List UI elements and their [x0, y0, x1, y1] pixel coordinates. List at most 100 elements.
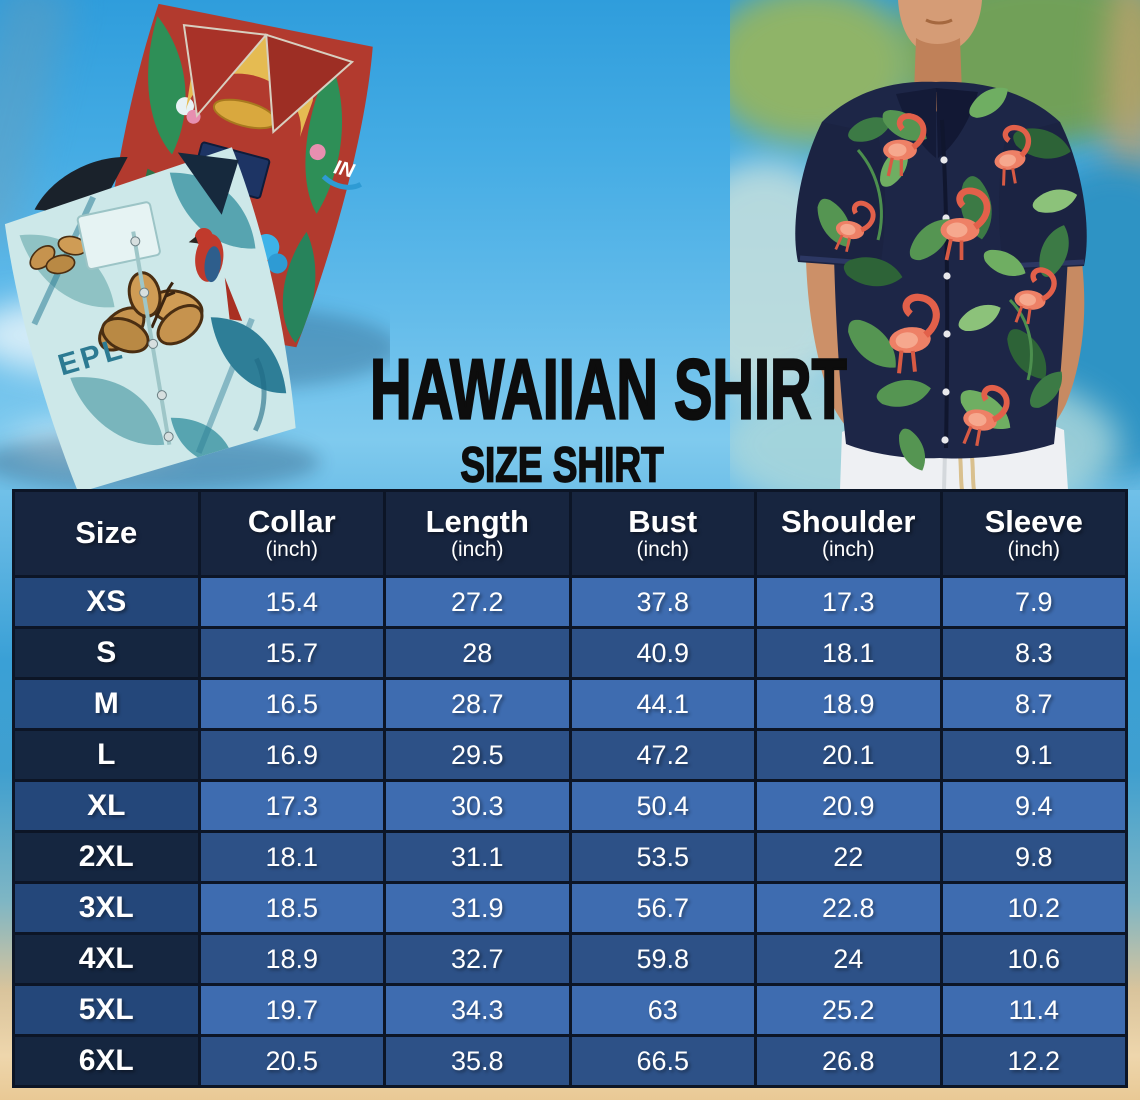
cell-shoulder: 24: [754, 932, 943, 986]
cell-sleeve: 9.1: [939, 728, 1128, 782]
size-label: S: [12, 626, 201, 680]
red-shirt-collar-right: [265, 33, 355, 135]
cell-collar: 15.4: [197, 575, 386, 629]
teal-shirt-pocket: [76, 201, 161, 271]
size-label: L: [12, 728, 201, 782]
teal-shirt-collar: [177, 152, 239, 215]
cell-length: 27.2: [383, 575, 572, 629]
hero-photo-area: M IN: [0, 0, 1140, 494]
cell-sleeve: 11.4: [939, 983, 1128, 1037]
cell-sleeve: 9.4: [939, 779, 1128, 833]
column-header-length: Length (inch): [383, 489, 572, 578]
size-row-L: L 16.9 29.5 47.2 20.1 9.1: [12, 728, 1128, 782]
parrot-print: [188, 227, 243, 321]
cell-sleeve: 8.3: [939, 626, 1128, 680]
cell-length: 31.1: [383, 830, 572, 884]
size-row-2XL: 2XL 18.1 31.1 53.5 22 9.8: [12, 830, 1128, 884]
cell-sleeve: 12.2: [939, 1034, 1128, 1088]
cell-bust: 40.9: [568, 626, 757, 680]
cell-shoulder: 18.1: [754, 626, 943, 680]
column-unit: (inch): [265, 538, 318, 562]
cell-shoulder: 26.8: [754, 1034, 943, 1088]
teal-hawaiian-shirt: EPL: [4, 147, 296, 490]
column-label: Length: [425, 503, 529, 539]
cell-collar: 18.9: [197, 932, 386, 986]
cell-length: 29.5: [383, 728, 572, 782]
size-row-6XL: 6XL 20.5 35.8 66.5 26.8 12.2: [12, 1034, 1128, 1088]
cell-bust: 53.5: [568, 830, 757, 884]
size-label: 6XL: [12, 1034, 201, 1088]
cell-collar: 19.7: [197, 983, 386, 1037]
column-label: Bust: [628, 503, 698, 539]
red-shirt-brand-swoosh: [321, 174, 362, 190]
size-row-4XL: 4XL 18.9 32.7 59.8 24 10.6: [12, 932, 1128, 986]
size-label: 3XL: [12, 881, 201, 935]
column-header-bust: Bust (inch): [568, 489, 757, 578]
cell-collar: 17.3: [197, 779, 386, 833]
teal-shirt-placket: [131, 231, 172, 446]
cell-shoulder: 22.8: [754, 881, 943, 935]
column-header-shoulder: Shoulder (inch): [754, 489, 943, 578]
cell-length: 31.9: [383, 881, 572, 935]
cell-collar: 15.7: [197, 626, 386, 680]
leaf-print: [810, 79, 1080, 476]
cell-length: 32.7: [383, 932, 572, 986]
cell-collar: 16.9: [197, 728, 386, 782]
flamingo-shirt: [795, 79, 1087, 476]
cell-bust: 63: [568, 983, 757, 1037]
neck: [914, 38, 962, 94]
model-photo: [730, 0, 1140, 490]
cell-bust: 50.4: [568, 779, 757, 833]
size-row-S: S 15.7 28 40.9 18.1 8.3: [12, 626, 1128, 680]
cell-shoulder: 25.2: [754, 983, 943, 1037]
column-header-size: Size: [12, 489, 201, 578]
cell-shoulder: 20.9: [754, 779, 943, 833]
man-figure: [795, 0, 1087, 490]
column-unit: (inch): [450, 538, 504, 562]
cell-sleeve: 7.9: [939, 575, 1128, 629]
column-label: Sleeve: [984, 503, 1083, 539]
column-label: Shoulder: [781, 503, 916, 539]
cell-bust: 37.8: [568, 575, 757, 629]
size-label: 2XL: [12, 830, 201, 884]
cell-collar: 18.5: [197, 881, 386, 935]
mouth-shadow: [925, 18, 953, 25]
column-label: Collar: [247, 503, 336, 539]
red-shirt-collar-left: [182, 23, 269, 118]
cell-bust: 66.5: [568, 1034, 757, 1088]
size-label: 5XL: [12, 983, 201, 1037]
cell-sleeve: 8.7: [939, 677, 1128, 731]
size-row-3XL: 3XL 18.5 31.9 56.7 22.8 10.2: [12, 881, 1128, 935]
cell-length: 30.3: [383, 779, 572, 833]
cell-shoulder: 22: [754, 830, 943, 884]
cell-sleeve: 10.6: [939, 932, 1128, 986]
column-header-collar: Collar (inch): [197, 489, 386, 578]
column-header-sleeve: Sleeve (inch): [939, 489, 1128, 578]
column-unit: (inch): [636, 538, 689, 562]
header-row: Size Collar (inch) Length (inch) Bust (i…: [12, 489, 1128, 578]
cell-length: 28.7: [383, 677, 572, 731]
title-line-1: HAWAIIAN SHIRT: [369, 342, 847, 439]
cell-sleeve: 10.2: [939, 881, 1128, 935]
column-label: Size: [75, 515, 138, 551]
size-chart-header: Size Collar (inch) Length (inch) Bust (i…: [12, 489, 1128, 578]
title-line-2: SIZE SHIRT: [460, 437, 665, 494]
cell-length: 28: [383, 626, 572, 680]
size-chart-table: Size Collar (inch) Length (inch) Bust (i…: [12, 489, 1128, 1088]
column-unit: (inch): [1007, 538, 1060, 562]
size-chart-body: XS 15.4 27.2 37.8 17.3 7.9 S 15.7 28 40.9 18.1 8.3 M…: [12, 575, 1128, 1088]
cell-sleeve: 9.8: [939, 830, 1128, 884]
size-label: M: [12, 677, 201, 731]
column-unit: (inch): [821, 538, 875, 562]
cell-collar: 16.5: [197, 677, 386, 731]
cell-bust: 59.8: [568, 932, 757, 986]
cell-bust: 47.2: [568, 728, 757, 782]
size-row-XL: XL 17.3 30.3 50.4 20.9 9.4: [12, 779, 1128, 833]
collar-right-lapel: [936, 88, 978, 158]
cell-collar: 20.5: [197, 1034, 386, 1088]
size-row-M: M 16.5 28.7 44.1 18.9 8.7: [12, 677, 1128, 731]
cell-collar: 18.1: [197, 830, 386, 884]
size-row-5XL: 5XL 19.7 34.3 63 25.2 11.4: [12, 983, 1128, 1037]
size-label: XS: [12, 575, 201, 629]
